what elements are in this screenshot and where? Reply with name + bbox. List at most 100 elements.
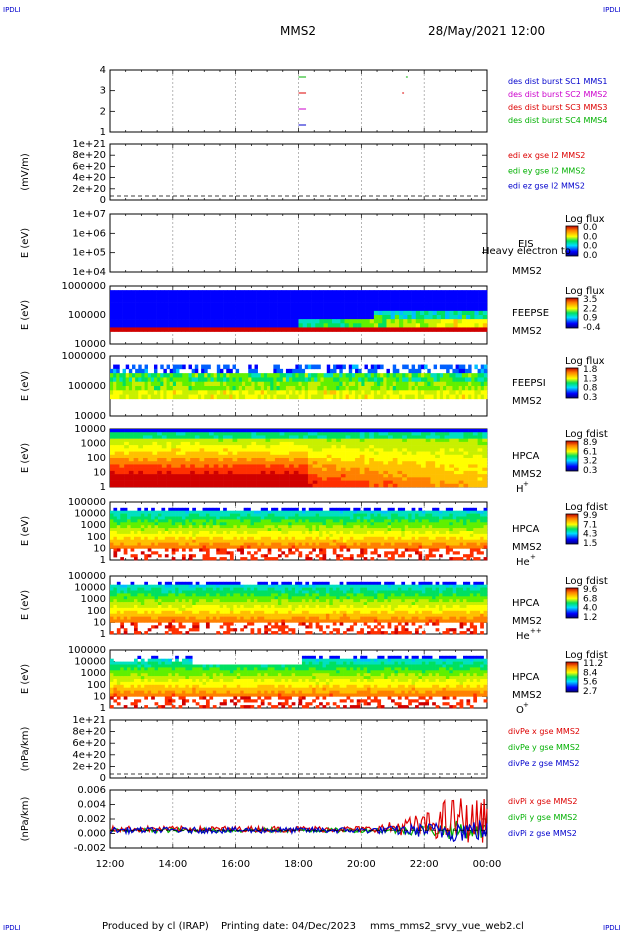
hpca-h-cell — [473, 471, 478, 475]
hpca-h-cell — [346, 468, 351, 472]
feepsi-cell — [113, 386, 116, 391]
hpca-h-cell — [124, 429, 129, 433]
hpca-he-cell — [117, 519, 121, 522]
hpca-he-cell — [203, 537, 207, 540]
feepse-cell — [156, 327, 160, 331]
hpca-h-cell — [294, 429, 299, 433]
hpca-h-cell — [143, 445, 148, 449]
hpca-he-cell — [158, 528, 162, 531]
feepsi-cell — [126, 390, 129, 395]
hpca-h-cell — [167, 448, 172, 452]
feepse-cell — [428, 290, 432, 294]
hpca-h-cell — [393, 458, 398, 462]
hpca-he-cell — [251, 554, 255, 557]
hpca-he-cell — [292, 528, 296, 531]
hpca-h-cell — [313, 458, 318, 462]
feepsi-cell — [192, 369, 195, 374]
feepse-cell — [441, 311, 445, 315]
hpca-he-cell — [196, 534, 200, 537]
feepse-cell — [462, 311, 466, 315]
feepsi-cell — [317, 365, 320, 370]
feepsi-cell — [148, 390, 151, 395]
hpca-he-cell — [117, 534, 121, 537]
hpca-he-cell — [134, 531, 138, 534]
feepsi-cell — [211, 382, 214, 387]
hpca-he-cell — [377, 508, 381, 511]
hpca-h-cell — [331, 448, 336, 452]
hpca-h-cell — [270, 455, 275, 459]
hpca-he-cell — [127, 517, 131, 520]
feepsi-cell — [330, 390, 333, 395]
feepsi-cell — [132, 373, 135, 378]
hpca-he-cell — [370, 546, 374, 549]
feepse-cell — [479, 327, 483, 331]
hpca-he-cell — [288, 543, 292, 546]
hpca-he-cell — [182, 537, 186, 540]
feepsi-cell — [280, 382, 283, 387]
hpca-h-cell — [463, 448, 468, 452]
feepse-cell — [152, 327, 156, 331]
hpca-h-cell — [214, 474, 219, 478]
feepsi-cell — [173, 386, 176, 391]
feepse-cell — [290, 315, 294, 319]
hpca-he-cell — [185, 540, 189, 543]
hpca-h-cell — [416, 461, 421, 465]
hpca-h-cell — [440, 439, 445, 443]
hpca-he-cell — [322, 514, 326, 517]
hpca-he-cell — [377, 528, 381, 531]
hpca-he-cell — [237, 517, 241, 520]
feepsi-cell — [195, 377, 198, 382]
feepsi-cell — [160, 373, 163, 378]
hpca-he-cell — [268, 551, 272, 554]
feepsi-cell — [242, 382, 245, 387]
hpca-he-cell — [223, 546, 227, 549]
feepse-cell — [449, 327, 453, 331]
hpca-h-cell — [152, 435, 157, 439]
feepsi-cell — [255, 386, 258, 391]
hpca-he-cell — [346, 522, 350, 525]
hpca-h-cell — [162, 429, 167, 433]
hpca-h-cell — [416, 468, 421, 472]
feepsi-cell — [355, 382, 358, 387]
hpca-he-cell — [247, 508, 251, 511]
hpca-he-cell — [268, 525, 272, 528]
feepse-cell — [211, 323, 215, 327]
feepse-cell — [433, 294, 437, 298]
hpca-h-cell — [171, 455, 176, 459]
hpca-he-cell — [158, 554, 162, 557]
hpca-he-cell — [346, 540, 350, 543]
hpca-he-cell — [209, 543, 213, 546]
feepse-spectrogram — [110, 290, 487, 332]
feepse-cell — [290, 294, 294, 298]
hpca-h-cell — [355, 468, 360, 472]
feepse-cell — [357, 303, 361, 307]
hpca-h-cell — [388, 474, 393, 478]
hpca-h-cell — [266, 455, 271, 459]
hpca-h-cell — [360, 429, 365, 433]
feepse-cell — [391, 311, 395, 315]
hpca-h-cell — [233, 439, 238, 443]
hpca-he-cell — [131, 522, 135, 525]
hpca-he-cell — [233, 528, 237, 531]
feepsi-cell — [182, 365, 185, 370]
hpca-h-cell — [303, 432, 308, 436]
hpca-he-cell — [326, 517, 330, 520]
hpca-he-cell — [346, 537, 350, 540]
hpca-h-cell — [157, 481, 162, 485]
hpca-he-cell — [206, 528, 210, 531]
hpca-h-cell — [388, 455, 393, 459]
hpca-h-cell — [242, 439, 247, 443]
feepsi-cell — [192, 373, 195, 378]
feepse-cell — [416, 319, 420, 323]
feepsi-cell — [314, 373, 317, 378]
hpca-he-cell — [182, 514, 186, 517]
hpca-he-cell — [220, 511, 224, 514]
feepse-cell — [466, 303, 470, 307]
hpca-he-cell — [374, 531, 378, 534]
hpca-he-cell — [288, 519, 292, 522]
hpca-h-cell — [459, 481, 464, 485]
feepsi-cell — [355, 377, 358, 382]
feepsi-cell — [163, 373, 166, 378]
feepsi-cell — [261, 395, 264, 400]
hpca-h-cell — [426, 484, 431, 488]
